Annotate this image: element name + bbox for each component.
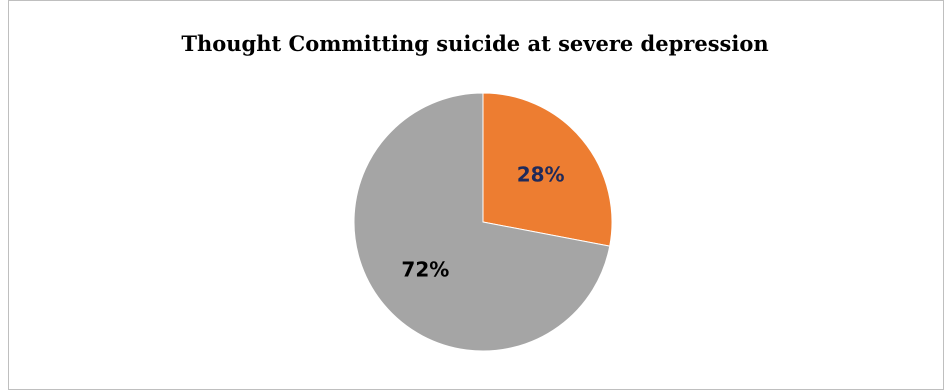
data-label-0: 28% (517, 162, 565, 186)
data-label-1: 72% (401, 258, 449, 282)
pie-chart: 28% 72% (353, 92, 613, 352)
chart-title: Thought Committing suicide at severe dep… (181, 31, 769, 56)
pie-slice-0 (482, 92, 613, 247)
pie-slice-1 (353, 92, 611, 352)
